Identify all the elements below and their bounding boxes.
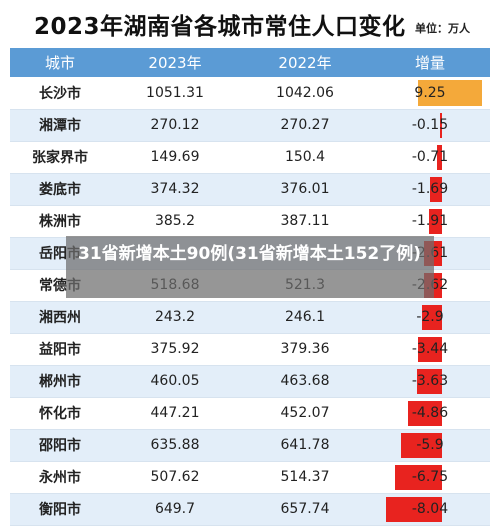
column-header-2023: 2023年 [110, 48, 240, 77]
change-bar [437, 144, 442, 170]
cell-city: 湘西州 [10, 301, 110, 334]
cell-change: -8.04 [370, 493, 490, 526]
header: 2023年湖南省各城市常住人口变化 单位：万人 [0, 0, 500, 48]
cell-city: 邵阳市 [10, 429, 110, 462]
change-value: -0.15 [411, 117, 449, 133]
change-bar [421, 304, 442, 330]
table-body: 长沙市 1051.31 1042.06 9.25 湘潭市 270.12 270.27 -0.1… [10, 77, 490, 526]
cell-change: -1.91 [370, 205, 490, 238]
cell-change: -0.71 [370, 141, 490, 174]
news-overlay-banner[interactable]: 31省新增本土90例(31省新增本土152了例) [66, 236, 434, 298]
table-header-row: 城市 2023年 2022年 增量 [10, 48, 490, 77]
cell-city: 张家界市 [10, 141, 110, 174]
change-value: -1.69 [411, 181, 449, 197]
column-header-change: 增量 [370, 48, 490, 77]
change-bar [428, 208, 442, 234]
cell-2022: 641.78 [240, 429, 370, 462]
cell-city: 湘潭市 [10, 109, 110, 142]
cell-2023: 635.88 [110, 429, 240, 462]
cell-change: -6.75 [370, 461, 490, 494]
cell-city: 怀化市 [10, 397, 110, 430]
cell-city: 长沙市 [10, 77, 110, 110]
change-bar [418, 336, 442, 362]
table-row: 永州市 507.62 514.37 -6.75 [10, 461, 490, 494]
change-bar [418, 80, 482, 106]
cell-2022: 452.07 [240, 397, 370, 430]
change-value: -4.86 [411, 405, 449, 421]
cell-change: -2.9 [370, 301, 490, 334]
cell-city: 衡阳市 [10, 493, 110, 526]
table-row: 张家界市 149.69 150.4 -0.71 [10, 141, 490, 174]
table-row: 邵阳市 635.88 641.78 -5.9 [10, 429, 490, 462]
column-header-2022: 2022年 [240, 48, 370, 77]
table-row: 湘西州 243.2 246.1 -2.9 [10, 301, 490, 334]
cell-2022: 379.36 [240, 333, 370, 366]
change-bar [408, 400, 442, 426]
change-value: -3.63 [411, 373, 449, 389]
change-bar [440, 112, 442, 138]
cell-2023: 447.21 [110, 397, 240, 430]
cell-city: 郴州市 [10, 365, 110, 398]
cell-2022: 246.1 [240, 301, 370, 334]
cell-change: -3.63 [370, 365, 490, 398]
cell-2022: 150.4 [240, 141, 370, 174]
cell-city: 娄底市 [10, 173, 110, 206]
cell-2022: 376.01 [240, 173, 370, 206]
cell-2022: 657.74 [240, 493, 370, 526]
table-row: 郴州市 460.05 463.68 -3.63 [10, 365, 490, 398]
column-header-city: 城市 [10, 48, 110, 77]
change-bar [416, 368, 442, 394]
cell-2023: 270.12 [110, 109, 240, 142]
cell-2022: 270.27 [240, 109, 370, 142]
cell-2023: 649.7 [110, 493, 240, 526]
change-bar [386, 496, 442, 522]
cell-2022: 463.68 [240, 365, 370, 398]
table-row: 长沙市 1051.31 1042.06 9.25 [10, 77, 490, 110]
change-bar [395, 464, 442, 490]
change-value: -2.9 [416, 309, 444, 325]
table-row: 娄底市 374.32 376.01 -1.69 [10, 173, 490, 206]
cell-change: -3.44 [370, 333, 490, 366]
cell-city: 永州市 [10, 461, 110, 494]
cell-city: 益阳市 [10, 333, 110, 366]
change-bar [401, 432, 442, 458]
table-row: 益阳市 375.92 379.36 -3.44 [10, 333, 490, 366]
change-value: 9.25 [414, 84, 446, 101]
table-row: 怀化市 447.21 452.07 -4.86 [10, 397, 490, 430]
change-value: -3.44 [411, 341, 449, 357]
cell-2022: 514.37 [240, 461, 370, 494]
table-row: 衡阳市 649.7 657.74 -8.04 [10, 493, 490, 526]
table-row: 株洲市 385.2 387.11 -1.91 [10, 205, 490, 238]
cell-change: -0.15 [370, 109, 490, 142]
cell-2022: 1042.06 [240, 77, 370, 110]
change-bar [430, 176, 442, 202]
cell-city: 株洲市 [10, 205, 110, 238]
change-value: -6.75 [411, 469, 449, 485]
cell-2023: 460.05 [110, 365, 240, 398]
cell-change: 9.25 [370, 77, 490, 110]
cell-2023: 507.62 [110, 461, 240, 494]
table-row: 湘潭市 270.12 270.27 -0.15 [10, 109, 490, 142]
cell-2023: 385.2 [110, 205, 240, 238]
cell-2023: 375.92 [110, 333, 240, 366]
cell-2023: 1051.31 [110, 77, 240, 110]
cell-change: -4.86 [370, 397, 490, 430]
cell-2022: 387.11 [240, 205, 370, 238]
cell-change: -1.69 [370, 173, 490, 206]
change-value: -5.9 [416, 437, 444, 453]
page-title: 2023年湖南省各城市常住人口变化 [34, 14, 406, 40]
change-value: -8.04 [411, 501, 449, 517]
cell-2023: 374.32 [110, 173, 240, 206]
change-value: -1.91 [411, 213, 449, 229]
cell-change: -5.9 [370, 429, 490, 462]
unit-label: 单位：万人 [415, 22, 470, 35]
cell-2023: 149.69 [110, 141, 240, 174]
cell-2023: 243.2 [110, 301, 240, 334]
change-value: -0.71 [411, 149, 449, 165]
